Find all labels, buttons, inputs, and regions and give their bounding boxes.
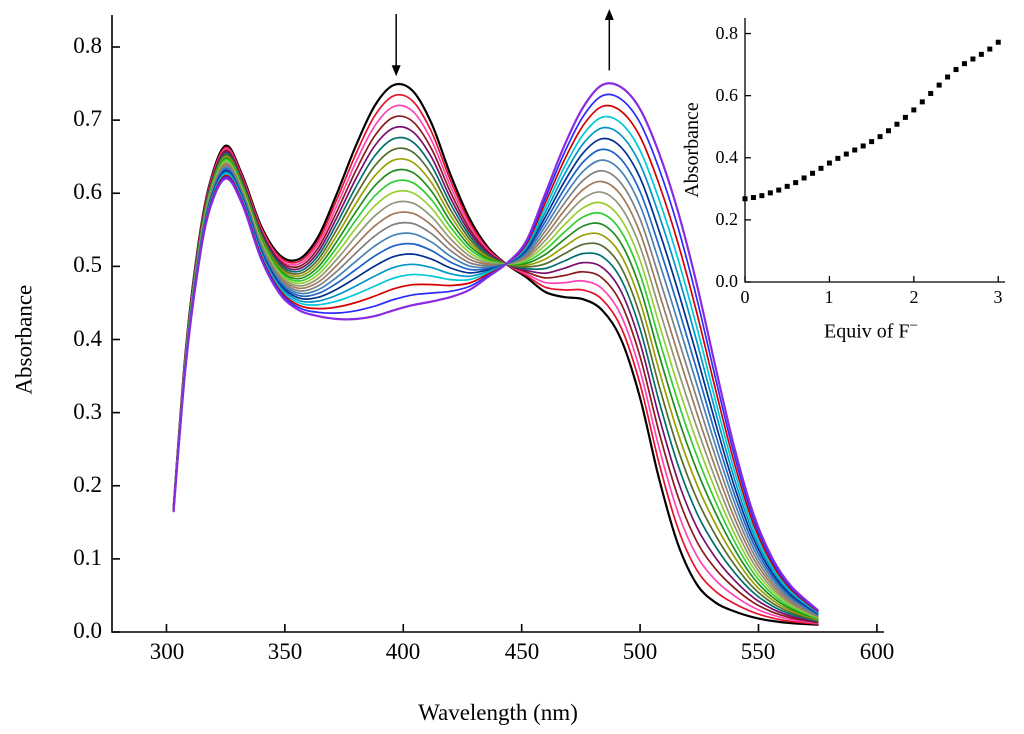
inset-data-point bbox=[928, 90, 934, 96]
inset-y-axis-title: Absorbance bbox=[681, 102, 703, 198]
spectrum-curve-21 bbox=[172, 82, 819, 612]
inset-x-tick-label: 1 bbox=[824, 287, 834, 307]
inset-data-point bbox=[776, 187, 782, 193]
main-x-tick-label: 550 bbox=[740, 639, 776, 664]
inset-data-point bbox=[902, 114, 908, 120]
superscript-minus: − bbox=[909, 318, 919, 334]
inset-data-point bbox=[835, 155, 841, 161]
inset-data-point bbox=[843, 151, 849, 157]
main-y-tick-label: 0.0 bbox=[73, 618, 102, 643]
inset-data-point bbox=[919, 99, 925, 105]
main-axes bbox=[111, 15, 884, 633]
inset-data-point bbox=[869, 139, 875, 145]
inset-data-point bbox=[826, 160, 832, 166]
main-x-tick-label: 400 bbox=[385, 639, 421, 664]
inset-x-axis-title-text: Equiv of F bbox=[823, 320, 910, 343]
inset-data-point bbox=[750, 195, 756, 201]
inset-data-point bbox=[877, 134, 883, 140]
inset-data-point bbox=[852, 147, 858, 153]
arrow-up-head bbox=[604, 8, 614, 20]
arrow-down-head bbox=[391, 65, 401, 77]
main-y-tick-label: 0.2 bbox=[73, 472, 102, 497]
main-y-tick-label: 0.4 bbox=[73, 326, 102, 351]
inset-data-point bbox=[911, 107, 917, 113]
main-y-tick-label: 0.5 bbox=[73, 252, 102, 277]
inset-axes bbox=[744, 18, 1005, 283]
inset-y-tick-label: 0.8 bbox=[715, 23, 739, 43]
inset-data-point bbox=[742, 196, 748, 202]
inset-data-point bbox=[810, 170, 816, 176]
inset-data-point bbox=[894, 121, 900, 127]
main-x-tick-label: 300 bbox=[149, 639, 185, 664]
inset-x-tick-label: 0 bbox=[740, 287, 750, 307]
inset-x-tick-label: 3 bbox=[993, 287, 1003, 307]
inset-data-point bbox=[793, 180, 799, 186]
inset-data-point bbox=[767, 190, 773, 196]
main-y-axis-title: Absorbance bbox=[11, 284, 37, 395]
inset-data-point bbox=[961, 61, 967, 67]
inset-data-point bbox=[886, 128, 892, 134]
main-x-tick-label: 500 bbox=[622, 639, 658, 664]
inset-y-tick-label: 0.0 bbox=[715, 271, 739, 291]
spectrum-curve-17 bbox=[172, 126, 819, 614]
inset-y-tick-label: 0.2 bbox=[715, 209, 739, 229]
inset-data-point bbox=[970, 56, 976, 62]
inset-data-point bbox=[801, 175, 807, 181]
inset-data-point bbox=[759, 193, 765, 199]
inset-data-point bbox=[818, 165, 824, 171]
main-x-axis-title: Wavelength (nm) bbox=[418, 700, 578, 725]
main-x-tick-label: 450 bbox=[504, 639, 540, 664]
inset-data-point bbox=[860, 143, 866, 149]
main-x-tick-label: 600 bbox=[859, 639, 895, 664]
inset-data-point bbox=[945, 74, 951, 80]
main-y-tick-label: 0.8 bbox=[73, 33, 102, 58]
main-x-tick-label: 350 bbox=[267, 639, 303, 664]
inset-data-point bbox=[936, 82, 942, 88]
main-y-tick-label: 0.7 bbox=[73, 106, 102, 131]
spectrum-curve-3 bbox=[172, 115, 819, 624]
inset-y-tick-label: 0.6 bbox=[715, 85, 739, 105]
inset-data-point bbox=[953, 67, 959, 73]
inset-data-point bbox=[784, 183, 790, 189]
inset-x-axis-title: Equiv of F− bbox=[771, 318, 971, 343]
inset-y-tick-label: 0.4 bbox=[715, 147, 739, 167]
inset-data-point bbox=[978, 51, 984, 57]
inset-data-point bbox=[995, 39, 1001, 45]
inset-x-tick-label: 2 bbox=[909, 287, 919, 307]
spectrum-curve-18 bbox=[172, 115, 819, 614]
main-y-tick-label: 0.6 bbox=[73, 179, 102, 204]
main-y-tick-label: 0.1 bbox=[73, 545, 102, 570]
inset-data-point bbox=[987, 46, 993, 52]
spectrum-curve-4 bbox=[172, 125, 819, 623]
main-y-tick-label: 0.3 bbox=[73, 399, 102, 424]
